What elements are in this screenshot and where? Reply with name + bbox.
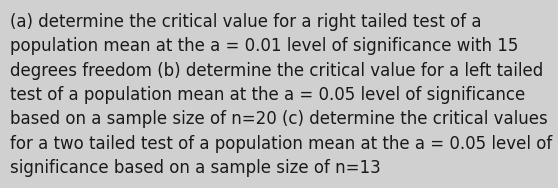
Text: (a) determine the critical value for a right tailed test of a
population mean at: (a) determine the critical value for a r… [10, 13, 552, 177]
